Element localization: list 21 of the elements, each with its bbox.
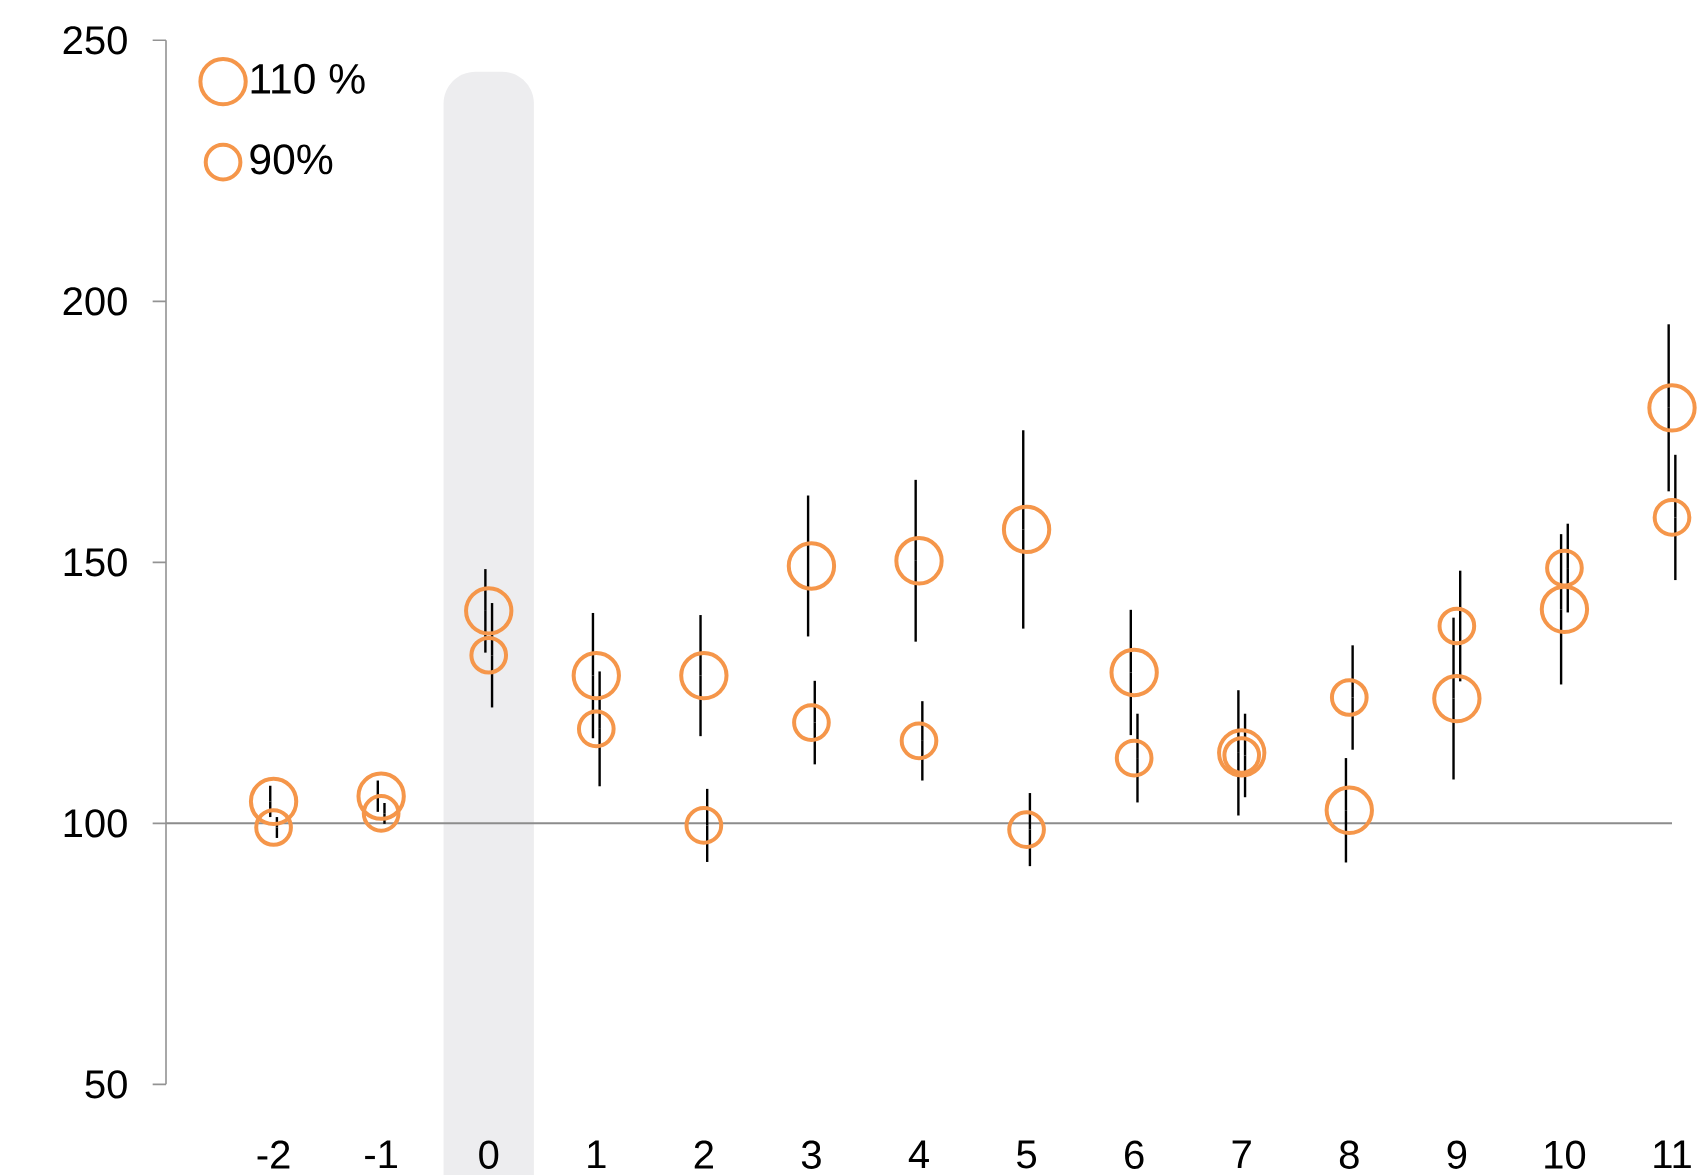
x-tick-label: 5 bbox=[1017, 1140, 1037, 1169]
x-tick-label: 11 bbox=[1654, 1140, 1691, 1169]
x-tick-label: 4 bbox=[908, 1140, 929, 1169]
x-tick-label: 10 bbox=[1545, 1140, 1586, 1169]
y-tick-label: 250 bbox=[63, 26, 127, 55]
x-tick-label: 9 bbox=[1447, 1140, 1467, 1169]
x-tick-label: -2 bbox=[257, 1140, 290, 1169]
legend-label: 90% bbox=[250, 144, 333, 175]
x-tick-label: 3 bbox=[801, 1140, 821, 1169]
y-tick-label: 200 bbox=[63, 287, 127, 316]
x-tick-label: 6 bbox=[1125, 1140, 1144, 1169]
x-tick-label: 0 bbox=[479, 1140, 499, 1169]
x-tick-label: -1 bbox=[365, 1140, 397, 1169]
y-tick-label: 50 bbox=[85, 1070, 127, 1099]
x-tick-label: 2 bbox=[694, 1140, 713, 1169]
legend-label: 110 % bbox=[251, 63, 365, 94]
x-tick-label: 7 bbox=[1232, 1140, 1251, 1169]
y-tick-label: 150 bbox=[64, 548, 127, 577]
y-tick-label: 100 bbox=[64, 809, 127, 838]
x-tick-label: 1 bbox=[588, 1140, 606, 1169]
x-tick-label: 8 bbox=[1339, 1140, 1359, 1169]
